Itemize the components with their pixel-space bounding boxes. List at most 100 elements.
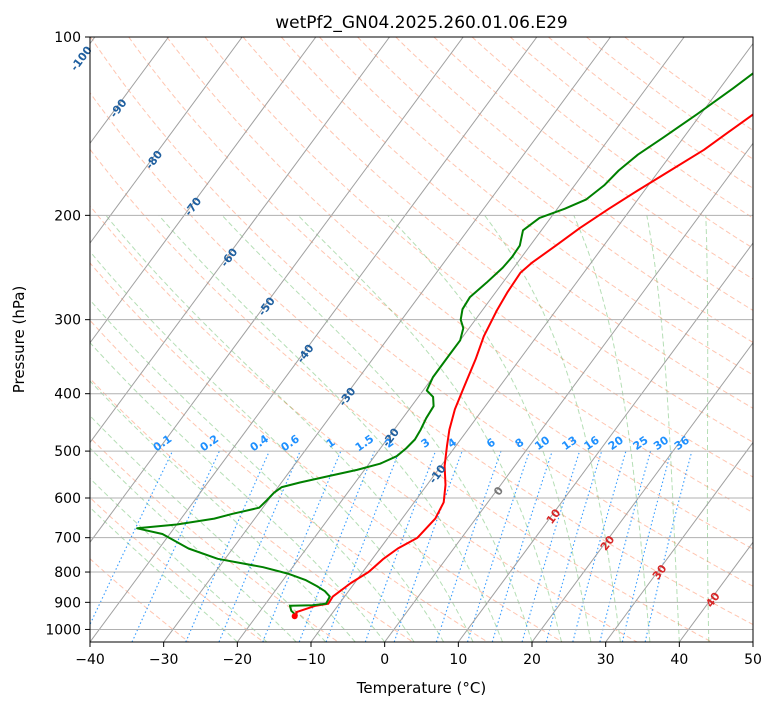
y-tick-label: 1000 <box>45 622 81 638</box>
isotherm-label: 10 <box>544 506 564 526</box>
x-tick-label: 10 <box>449 652 467 668</box>
dry-adiabat <box>357 37 753 343</box>
isotherm-label: -40 <box>294 342 317 366</box>
moist-adiabat <box>90 447 297 642</box>
isotherm-line <box>90 37 169 145</box>
mixing-ratio-label: 36 <box>672 433 692 453</box>
dry-adiabat <box>128 37 753 550</box>
mixing-ratio-line <box>545 450 603 642</box>
mixing-ratio-line <box>262 450 342 642</box>
moist-adiabat <box>387 214 592 642</box>
isotherm-label: -30 <box>336 385 359 409</box>
isotherm-line <box>384 142 753 642</box>
moist-adiabat <box>105 214 474 642</box>
isotherm-line <box>90 37 538 642</box>
y-tick-label: 400 <box>54 387 81 403</box>
moist-adiabat <box>705 215 710 642</box>
dry-adiabat <box>90 436 339 642</box>
isotherm-line <box>310 42 753 642</box>
isotherm-line <box>752 641 753 642</box>
isotherm-label: 0 <box>491 484 506 498</box>
isotherm-line <box>163 37 611 642</box>
isotherm-label: -80 <box>143 148 166 172</box>
mixing-ratio-line <box>466 450 531 642</box>
plot-frame <box>89 36 754 643</box>
moist-adiabat <box>90 506 238 642</box>
isotherm-label: -100 <box>68 44 95 74</box>
dry-adiabat <box>90 205 638 642</box>
surface-marker <box>291 613 298 620</box>
mixing-ratio-line <box>90 450 173 626</box>
chart-title: wetPf2_GN04.2025.260.01.06.E29 <box>275 13 567 33</box>
x-tick-label: 30 <box>597 652 615 668</box>
x-tick-label: −40 <box>75 652 105 668</box>
isotherm-label: -20 <box>380 425 403 449</box>
temperature-profile <box>295 113 753 617</box>
isotherm-line <box>531 341 753 642</box>
isotherm-label: 20 <box>598 533 618 553</box>
dry-adiabat <box>90 262 563 642</box>
mixing-ratio-label: 25 <box>631 434 651 453</box>
mixing-ratio-line <box>325 450 400 642</box>
profile-series <box>136 72 753 620</box>
dry-adiabat <box>395 37 753 311</box>
y-tick-label: 300 <box>54 313 81 329</box>
moist-adiabat <box>90 477 268 642</box>
moist-adiabat <box>90 250 445 642</box>
y-axis-title: Pressure (hPa) <box>10 286 28 394</box>
isotherm-label: -60 <box>218 246 241 270</box>
dry-adiabat <box>280 37 753 409</box>
mixing-ratio-line <box>521 450 581 642</box>
mixing-ratio-label: 13 <box>560 434 580 453</box>
isotherm-label: -50 <box>256 294 279 318</box>
y-tick-label: 900 <box>54 595 81 611</box>
moist-adiabat <box>158 214 503 642</box>
x-tick-label: 0 <box>380 652 389 668</box>
dry-adiabat <box>548 37 753 189</box>
isotherm-line <box>90 37 464 544</box>
mixing-ratio-line <box>364 450 437 642</box>
dry-adiabat <box>166 37 753 514</box>
dewpoint-profile <box>136 72 753 617</box>
isotherm-line <box>457 242 753 642</box>
dry-adiabat <box>90 148 712 642</box>
mixing-ratio-line <box>572 450 627 642</box>
moist-adiabat <box>90 341 386 642</box>
moist-adiabat <box>90 415 327 642</box>
mixing-ratio-line <box>621 450 672 642</box>
mixing-ratio-label: 6 <box>484 436 498 451</box>
mixing-ratio-label: 3 <box>419 436 433 451</box>
isotherm-line <box>90 37 243 244</box>
x-tick-label: 40 <box>670 652 688 668</box>
mixing-ratio-label: 8 <box>513 436 527 451</box>
mixing-ratio-line <box>599 450 652 642</box>
dry-adiabat <box>90 496 264 642</box>
isotherm-label: 40 <box>703 590 723 610</box>
y-tick-label: 100 <box>54 30 81 46</box>
y-tick-label: 800 <box>54 565 81 581</box>
mixing-ratio-line <box>491 450 553 642</box>
isotherm-label: -90 <box>107 96 130 120</box>
x-axis: −40 −30 −20 −10 0 10 20 30 40 50 <box>75 642 762 668</box>
background-lines <box>90 37 753 642</box>
y-axis: 100 200 300 400 500 600 700 800 900 1000 <box>45 30 90 638</box>
x-axis-title: Temperature (°C) <box>356 679 486 697</box>
dry-adiabat <box>319 37 753 376</box>
dry-adiabat <box>90 319 488 642</box>
isotherm-label: 30 <box>650 562 670 582</box>
y-tick-label: 200 <box>54 208 81 224</box>
y-tick-label: 600 <box>54 491 81 507</box>
isotherm-line <box>90 37 317 344</box>
y-tick-label: 500 <box>54 444 81 460</box>
moist-adiabat <box>646 215 680 642</box>
mixing-ratio-line <box>435 450 502 642</box>
isotherm-line <box>678 541 753 642</box>
dry-adiabat <box>90 377 414 642</box>
mixing-ratio-line <box>298 450 376 642</box>
dry-adiabat <box>471 37 753 249</box>
mixing-ratio-label: 30 <box>651 433 671 453</box>
moist-adiabat <box>573 215 651 642</box>
x-tick-label: −30 <box>149 652 179 668</box>
x-tick-label: 20 <box>523 652 541 668</box>
